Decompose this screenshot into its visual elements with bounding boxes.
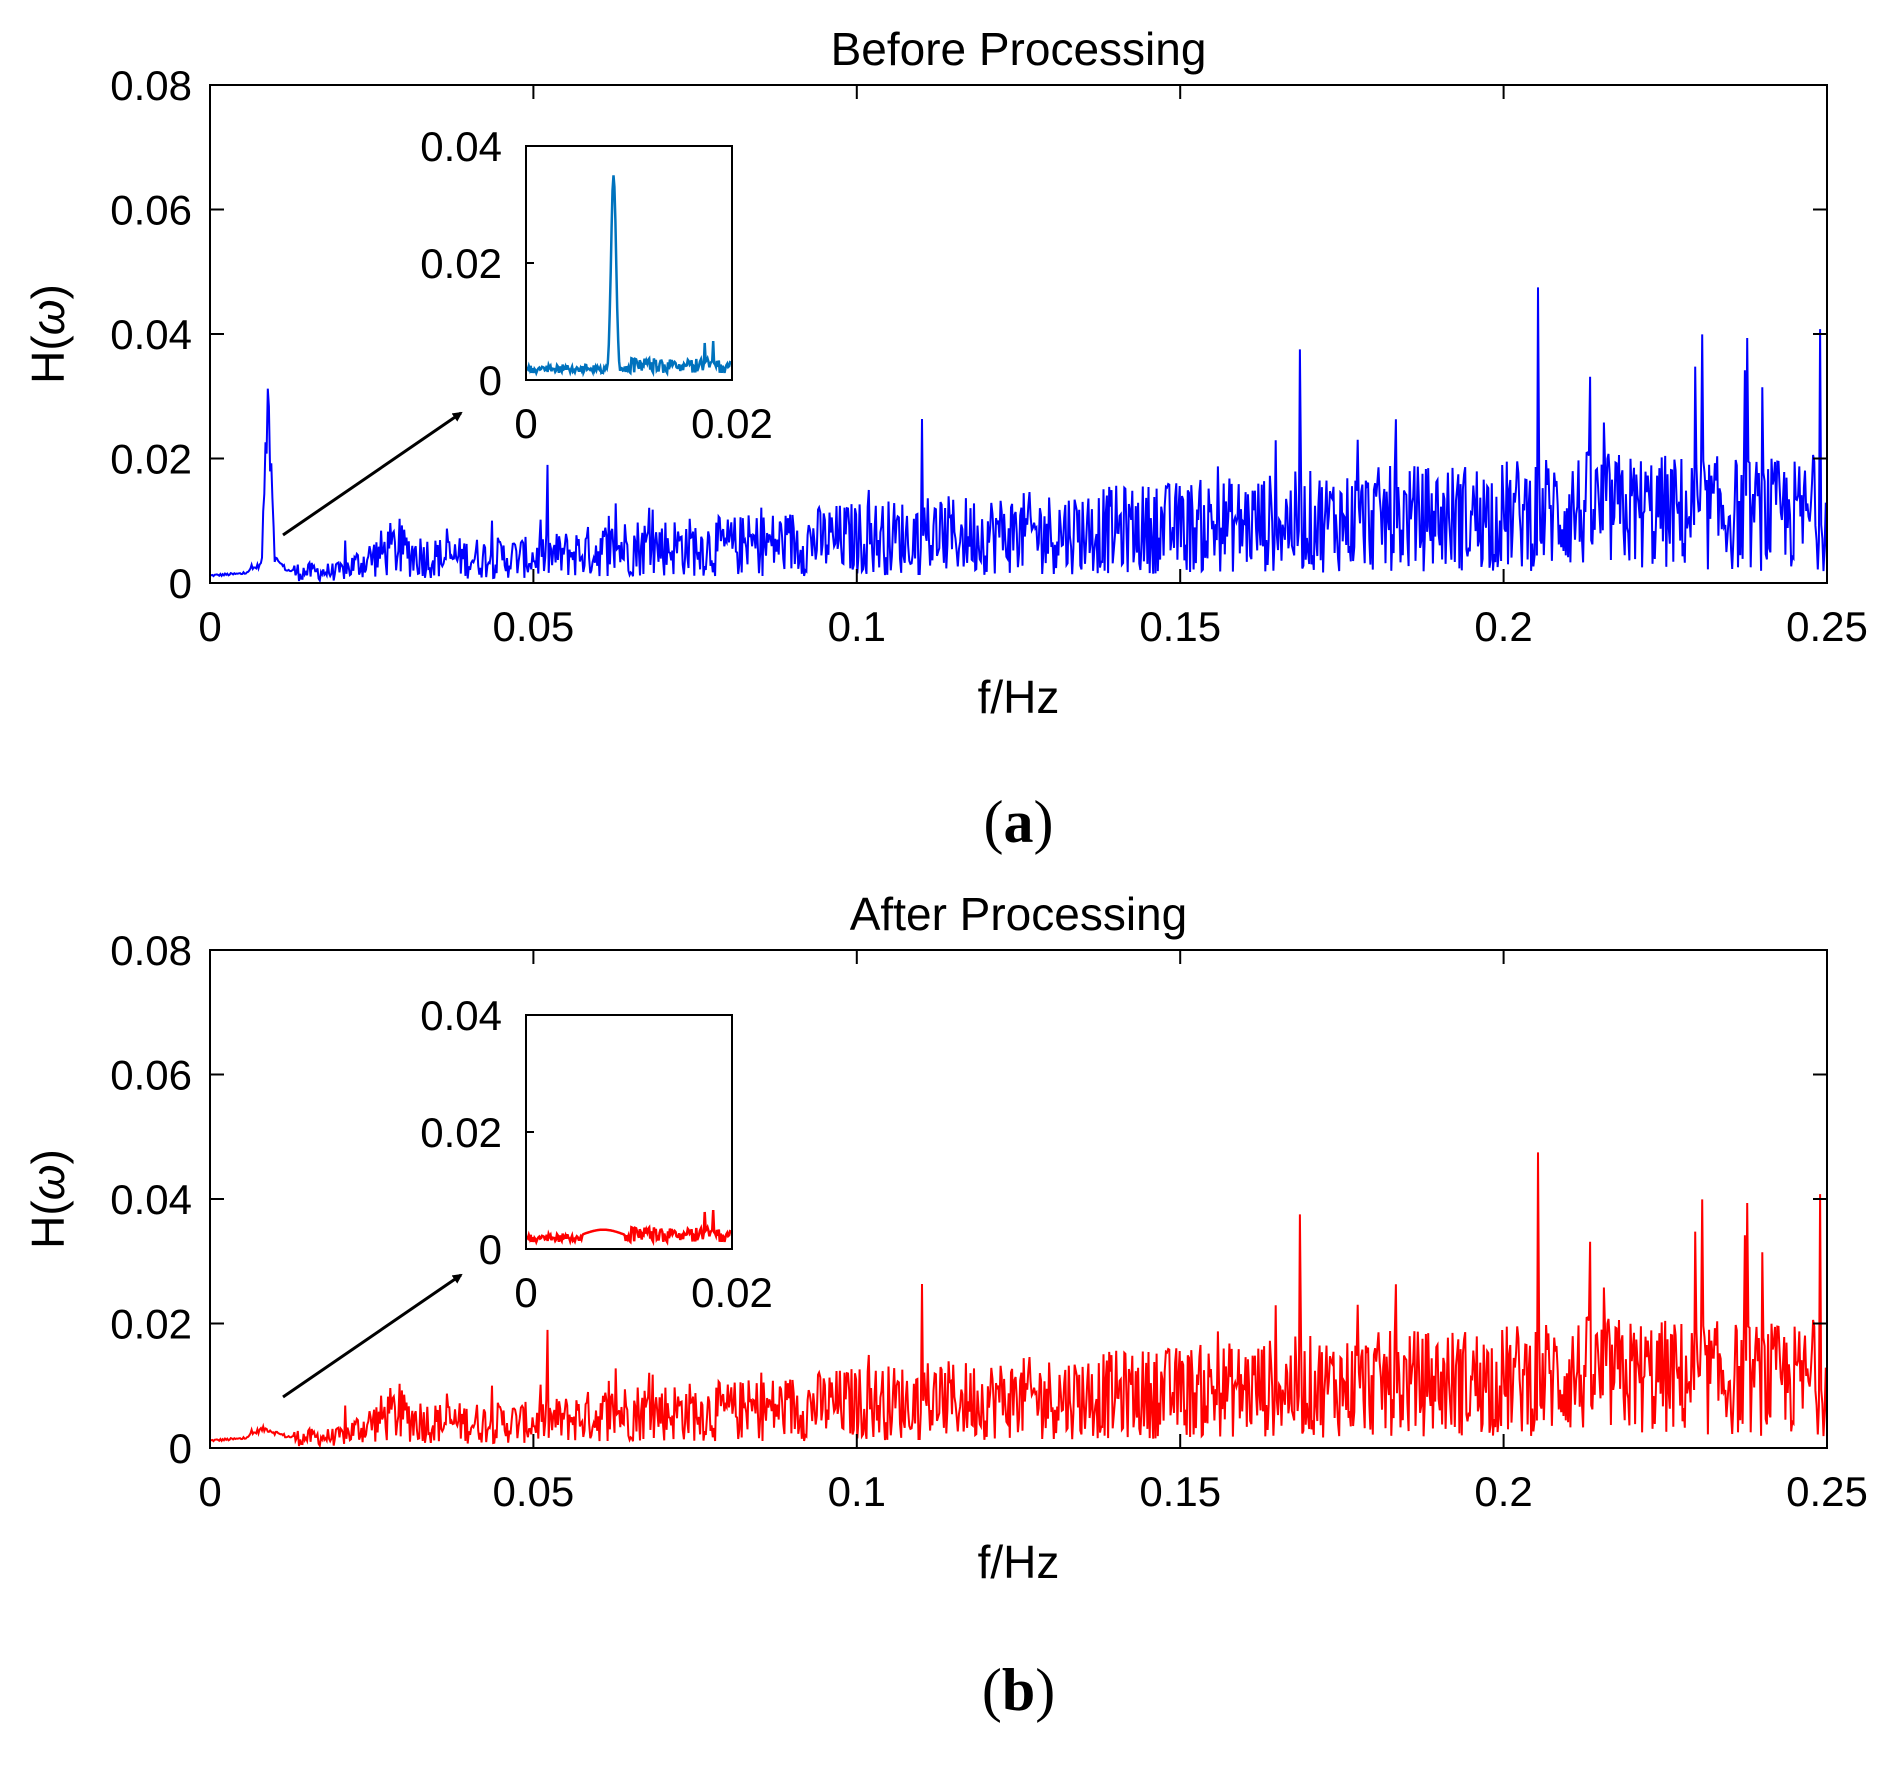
y-tick-label: 0	[169, 1425, 192, 1472]
inset-background	[526, 1015, 732, 1249]
y-tick-label: 0.08	[110, 927, 192, 974]
inset-y-tick-label: 0.04	[420, 992, 502, 1039]
panel-caption-close: )	[1035, 1657, 1055, 1723]
inset-x-tick-label: 0.02	[691, 400, 773, 447]
x-tick-label: 0.25	[1786, 1468, 1868, 1515]
y-axis-label-prefix: H(	[22, 1200, 74, 1249]
y-tick-label: 0.02	[110, 1301, 192, 1348]
series-line	[210, 287, 1828, 584]
x-tick-label: 0	[198, 603, 221, 650]
y-axis-label-prefix: H(	[22, 335, 74, 384]
chart-title: Before Processing	[831, 23, 1207, 75]
y-axis-label-suffix: )	[22, 1149, 74, 1164]
inset-y-tick-label: 0	[479, 1226, 502, 1273]
inset-y-tick-label: 0.04	[420, 123, 502, 170]
x-tick-label: 0.15	[1139, 603, 1221, 650]
x-tick-label: 0.05	[493, 603, 575, 650]
y-axis-label-omega: ω	[22, 299, 74, 335]
panel-caption: (b)	[982, 1657, 1055, 1723]
inset-x-tick-label: 0.02	[691, 1269, 773, 1316]
x-tick-label: 0	[198, 1468, 221, 1515]
y-axis-label: H(ω)	[22, 1149, 74, 1249]
y-tick-label: 0.06	[110, 187, 192, 234]
y-tick-label: 0.04	[110, 1176, 192, 1223]
x-tick-label: 0.05	[493, 1468, 575, 1515]
x-axis-label: f/Hz	[978, 671, 1060, 723]
inset-y-tick-label: 0.02	[420, 240, 502, 287]
inset-series-line	[525, 175, 733, 378]
y-tick-label: 0.08	[110, 62, 192, 109]
x-tick-label: 0.2	[1474, 603, 1532, 650]
inset-background	[526, 146, 732, 380]
panel-caption-close: )	[1034, 789, 1054, 855]
x-tick-label: 0.2	[1474, 1468, 1532, 1515]
inset-chart: 0 0.02 0 0.02 0.04	[420, 992, 773, 1316]
y-axis-label-suffix: )	[22, 284, 74, 299]
y-tick-label: 0.04	[110, 311, 192, 358]
chart-title: After Processing	[850, 888, 1187, 940]
chart-panel-b: 0 0.05 0.1 0.15 0.2 0.25 0 0.02 0.04 0.06 0.08 Afte…	[22, 888, 1868, 1723]
inset-x-tick-label: 0	[514, 1269, 537, 1316]
y-axis-label-omega: ω	[22, 1164, 74, 1200]
inset-arrow	[282, 1273, 463, 1399]
panel-caption: (a)	[984, 789, 1054, 855]
panel-caption-letter: b	[1002, 1657, 1035, 1723]
inset-y-tick-label: 0	[479, 357, 502, 404]
x-axis-label: f/Hz	[978, 1536, 1060, 1588]
panel-caption-open: (	[984, 789, 1004, 855]
inset-y-tick-label: 0.02	[420, 1109, 502, 1156]
inset-series-line	[525, 1210, 734, 1247]
panel-caption-open: (	[982, 1657, 1002, 1723]
y-tick-label: 0	[169, 560, 192, 607]
inset-chart: 0 0.02 0 0.02 0.04	[420, 123, 773, 447]
panel-caption-letter: a	[1004, 789, 1034, 855]
x-tick-label: 0.1	[828, 1468, 886, 1515]
y-tick-label: 0.06	[110, 1052, 192, 1099]
x-tick-label: 0.25	[1786, 603, 1868, 650]
chart-panel-a: 0 0.05 0.1 0.15 0.2 0.25 0 0.02 0.04 0.06 0.08 Befo…	[22, 23, 1868, 855]
series-line	[210, 1152, 1828, 1449]
y-tick-label: 0.02	[110, 436, 192, 483]
inset-x-tick-label: 0	[514, 400, 537, 447]
y-axis-label: H(ω)	[22, 284, 74, 384]
x-tick-label: 0.1	[828, 603, 886, 650]
x-tick-label: 0.15	[1139, 1468, 1221, 1515]
inset-arrow	[282, 411, 463, 537]
